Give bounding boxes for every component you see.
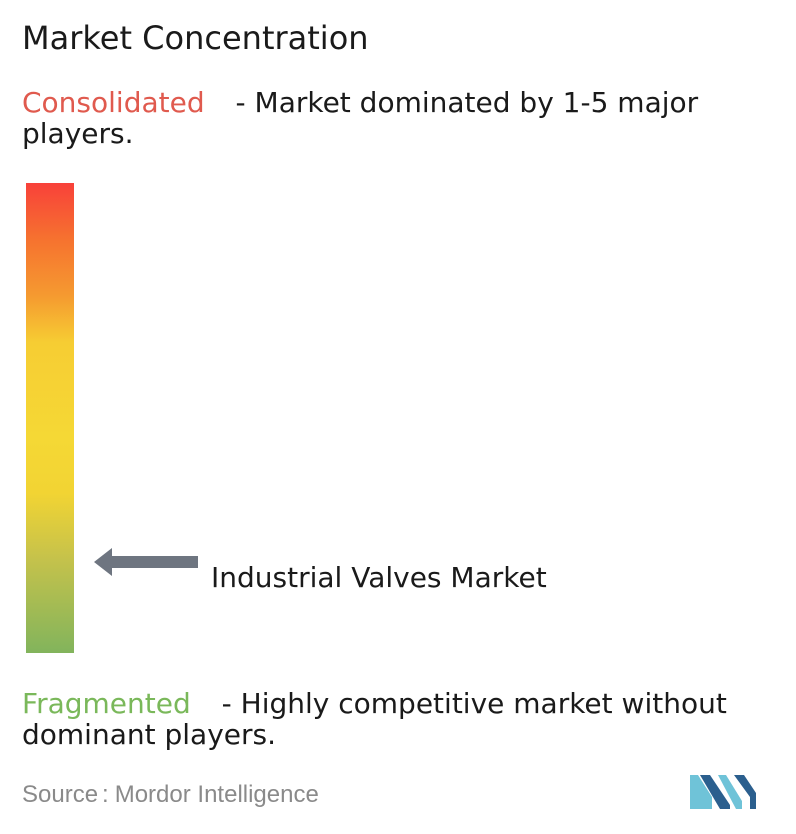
logo-end-stroke — [734, 775, 756, 809]
consolidated-label: Consolidated — [22, 86, 205, 119]
source-line: Source: Mordor Intelligence — [22, 780, 319, 810]
logo-middle-stroke — [700, 775, 730, 809]
arrow-shaft — [110, 556, 198, 568]
fragmented-description: - Highly competitive market without domi… — [22, 687, 727, 751]
source-value: Mordor Intelligence — [114, 781, 319, 808]
market-marker-label: Industrial Valves Market — [211, 561, 547, 594]
arrow-head — [94, 548, 112, 576]
left-arrow-icon — [94, 548, 198, 576]
source-separator: : — [102, 781, 109, 808]
logo-right-stroke — [718, 775, 742, 809]
consolidated-description-block: Consolidated - Market dominated by 1-5 m… — [22, 87, 792, 149]
fragmented-description-block: Fragmented - Highly competitive market w… — [22, 688, 792, 750]
consolidated-description: - Market dominated by 1-5 major players. — [22, 86, 699, 150]
source-label: Source — [22, 781, 99, 808]
fragmented-label: Fragmented — [22, 687, 191, 720]
concentration-gradient-bar — [26, 183, 74, 653]
chart-title: Market Concentration — [22, 19, 369, 57]
logo-left-stroke — [690, 775, 712, 809]
mordor-intelligence-logo — [690, 775, 756, 809]
